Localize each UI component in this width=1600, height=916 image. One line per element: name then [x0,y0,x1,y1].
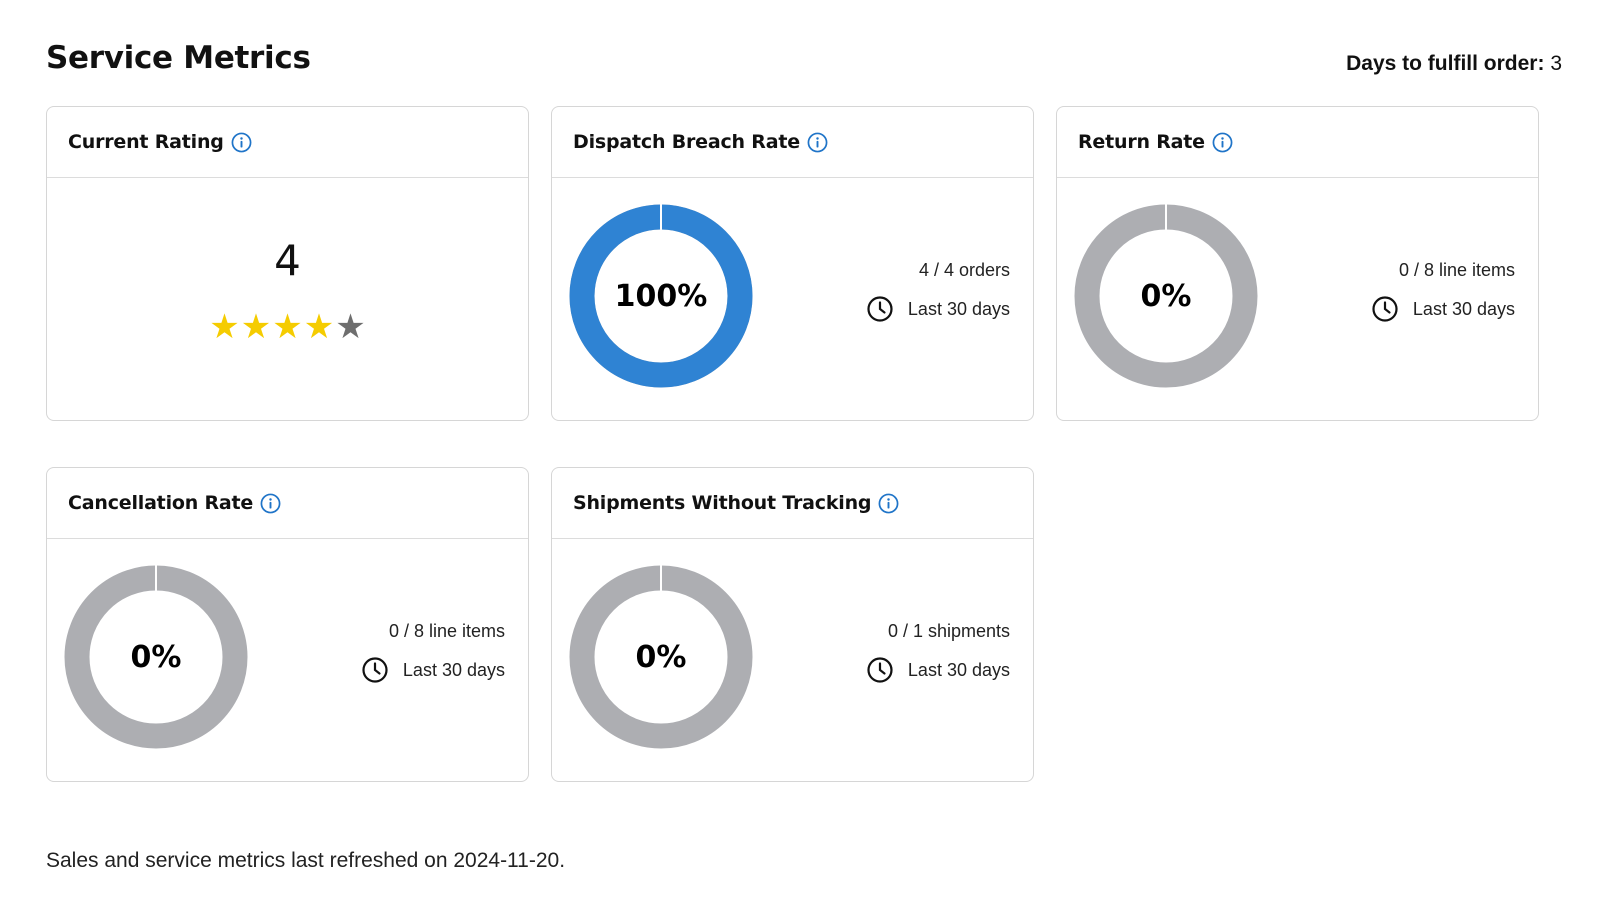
days-to-fulfill-label: Days to fulfill order: [1346,52,1545,75]
card-header: Dispatch Breach Rate [552,107,1033,178]
info-circle-icon[interactable] [231,132,252,153]
card-body: 4 ★ ★ ★ ★ ★ [47,178,528,422]
star-filled-icon: ★ [209,308,240,346]
star-rating: ★ ★ ★ ★ ★ [47,310,528,344]
donut-chart [1074,204,1258,388]
card-body: 0% 0 / 1 shipments Last 30 days [552,539,1033,783]
period-label: Last 30 days [907,298,1010,319]
donut-percent: 0% [635,639,687,675]
card-header: Cancellation Rate [47,468,528,539]
return-rate-card: Return Rate 0% 0 / 8 line items Last 30 … [1056,106,1539,421]
metric-count: 0 / 8 line items [388,621,505,641]
info-circle-icon[interactable] [260,493,281,514]
card-title: Dispatch Breach Rate [573,131,800,153]
star-filled-icon: ★ [240,308,272,346]
page-title: Service Metrics [46,40,311,76]
days-to-fulfill-value: 3 [1550,52,1562,75]
last-refreshed-note: Sales and service metrics last refreshed… [46,849,566,872]
star-empty-icon: ★ [335,308,366,346]
metric-count: 4 / 4 orders [918,260,1010,280]
card-body: 0% 0 / 8 line items Last 30 days [1057,178,1538,422]
clock-icon [867,296,893,322]
donut-percent: 0% [130,639,182,675]
metric-period: Last 30 days [361,656,505,684]
donut-chart [569,565,753,749]
period-label: Last 30 days [907,659,1010,680]
card-body: 0% 0 / 8 line items Last 30 days [47,539,528,783]
clock-icon [867,657,893,683]
info-circle-icon[interactable] [807,132,828,153]
donut-percent: 0% [1140,278,1192,314]
metric-period: Last 30 days [866,656,1010,684]
card-header: Shipments Without Tracking [552,468,1033,539]
donut-chart [64,565,248,749]
card-title: Return Rate [1078,131,1205,153]
metric-count: 0 / 1 shipments [887,621,1010,641]
rating-value: 4 [274,236,301,285]
current-rating-card: Current Rating 4 ★ ★ ★ ★ ★ [46,106,529,421]
shipments-without-tracking-card: Shipments Without Tracking 0% 0 / 1 ship… [551,467,1034,782]
card-title: Shipments Without Tracking [573,492,872,514]
donut-chart [569,204,753,388]
card-header: Current Rating [47,107,528,178]
card-title: Cancellation Rate [68,492,254,514]
card-body: 100% 4 / 4 orders Last 30 days [552,178,1033,422]
info-circle-icon[interactable] [1212,132,1233,153]
cancellation-rate-card: Cancellation Rate 0% 0 / 8 line items La… [46,467,529,782]
info-circle-icon[interactable] [878,493,899,514]
clock-icon [362,657,388,683]
period-label: Last 30 days [1412,298,1515,319]
donut-percent: 100% [614,278,708,314]
dispatch-breach-rate-card: Dispatch Breach Rate 100% 4 / 4 orders L… [551,106,1034,421]
days-to-fulfill: Days to fulfill order: 3 [1346,52,1562,76]
clock-icon [1372,296,1398,322]
card-title: Current Rating [68,131,224,153]
card-header: Return Rate [1057,107,1538,178]
star-filled-icon: ★ [272,308,303,346]
metric-period: Last 30 days [866,295,1010,323]
metric-count: 0 / 8 line items [1398,260,1515,280]
star-filled-icon: ★ [303,308,335,346]
metric-period: Last 30 days [1371,295,1515,323]
period-label: Last 30 days [402,659,505,680]
